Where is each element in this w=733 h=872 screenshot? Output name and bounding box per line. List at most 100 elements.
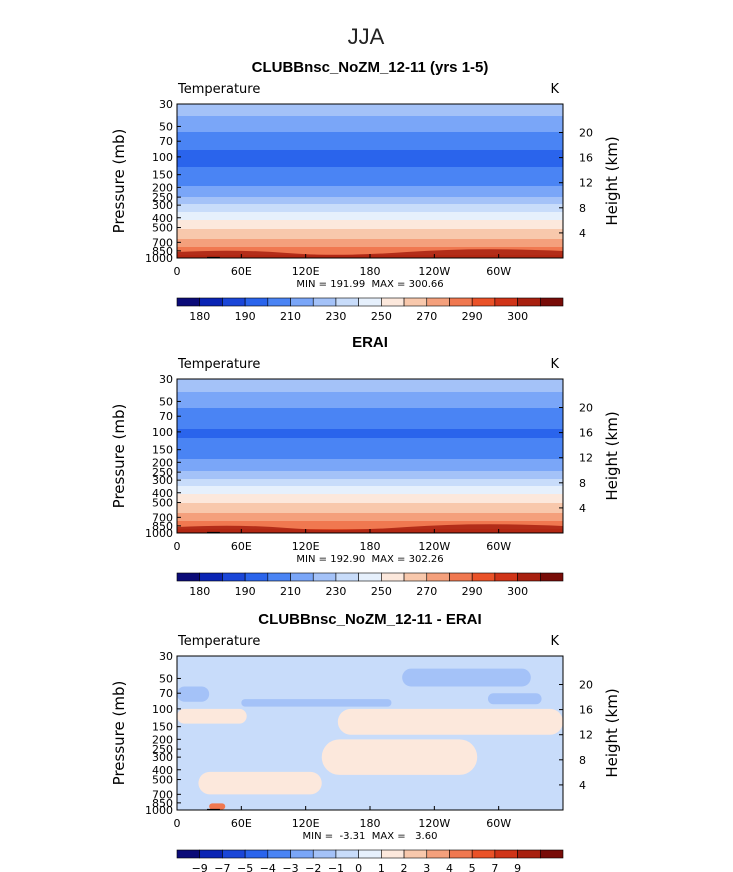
- y-tick-label: 250: [152, 743, 173, 756]
- y2-tick-label: 16: [579, 704, 593, 717]
- colorbar-box: [494, 297, 518, 307]
- x-tick-label: 60W: [486, 540, 511, 553]
- topography-mask: [207, 531, 220, 533]
- colorbar-label: 270: [416, 585, 437, 598]
- colorbar-box: [381, 572, 405, 582]
- colorbar-box: [199, 297, 223, 307]
- colorbar-box: [176, 572, 201, 582]
- contour-band: [177, 521, 563, 530]
- y-tick-label: 400: [152, 212, 173, 225]
- y-tick-label: 150: [152, 444, 173, 457]
- y-tick-label: 500: [152, 497, 173, 510]
- contour-region: [241, 699, 392, 707]
- panel-model: CLUBBnsc_NoZM_12-11 (yrs 1-5) Temperature…: [110, 59, 621, 323]
- contour-band: [177, 503, 563, 514]
- contour-region: [487, 693, 542, 705]
- y-tick-label: 70: [159, 135, 173, 148]
- colorbar-label: 2: [401, 862, 408, 872]
- y-tick-label: 500: [152, 774, 173, 787]
- contour-band: [177, 408, 563, 430]
- y-tick-label: 70: [159, 410, 173, 423]
- colorbar-box: [335, 849, 359, 859]
- colorbar-box: [312, 572, 337, 582]
- colorbar-label: 7: [491, 862, 498, 872]
- y2-tick-label: 20: [579, 127, 593, 140]
- contour-band: [177, 116, 563, 133]
- y-tick-label: 850: [152, 797, 173, 810]
- colorbar-box: [358, 297, 382, 307]
- y-axis-label: Pressure (mb): [110, 129, 128, 234]
- x-tick-label: 60W: [486, 265, 511, 278]
- contour-region: [321, 739, 478, 775]
- colorbar-box: [449, 849, 473, 859]
- colorbar-box: [539, 849, 564, 859]
- contour-band: [177, 167, 563, 187]
- colorbar-label: −1: [328, 862, 344, 872]
- colorbar-box: [312, 297, 337, 307]
- topography-mask: [207, 256, 220, 258]
- x-tick-label: 180: [360, 540, 381, 553]
- colorbar-box: [471, 572, 496, 582]
- contour-band: [177, 459, 563, 472]
- colorbar-box: [517, 572, 541, 582]
- y-tick-label: 100: [152, 426, 173, 439]
- x-tick-label: 0: [174, 265, 181, 278]
- y-tick-label: 30: [159, 650, 173, 663]
- surface-warm-layer: [177, 524, 563, 533]
- colorbar-label: 230: [325, 585, 346, 598]
- colorbar-box: [403, 297, 428, 307]
- contour-band: [177, 479, 563, 487]
- colorbar-box: [222, 572, 246, 582]
- contour-band: [177, 229, 563, 240]
- y2-tick-label: 4: [579, 502, 586, 515]
- season-title: JJA: [348, 24, 385, 49]
- y-tick-label: 850: [152, 245, 173, 258]
- contour-band: [177, 204, 563, 213]
- y-tick-label: 400: [152, 487, 173, 500]
- y-tick-label: 100: [152, 151, 173, 164]
- colorbar-box: [426, 572, 450, 582]
- units-label: K: [550, 82, 559, 97]
- x-tick-label: 180: [360, 817, 381, 830]
- y-tick-label: 700: [152, 788, 173, 801]
- colorbar-label: −2: [305, 862, 321, 872]
- variable-label: Temperature: [177, 82, 260, 97]
- contour-band: [177, 471, 563, 480]
- colorbar-label: −7: [214, 862, 230, 872]
- y-tick-label: 400: [152, 764, 173, 777]
- y-tick-label: 50: [159, 672, 173, 685]
- panel-title: CLUBBnsc_NoZM_12-11 (yrs 1-5): [252, 59, 489, 76]
- colorbar-box: [539, 572, 564, 582]
- y-tick-label: 700: [152, 236, 173, 249]
- colorbar-label: 210: [280, 310, 301, 323]
- contour-band: [177, 392, 563, 409]
- colorbar-box: [517, 297, 541, 307]
- y-tick-label: 1000: [145, 527, 173, 540]
- contour-region: [402, 668, 531, 687]
- colorbar-box: [539, 297, 564, 307]
- colorbar-box: [222, 297, 246, 307]
- contour-band: [177, 197, 563, 205]
- min-max-stats: MIN = 192.90 MAX = 302.26: [296, 554, 443, 565]
- colorbar-box: [267, 297, 291, 307]
- colorbar-label: 300: [507, 310, 528, 323]
- colorbar-box: [381, 297, 405, 307]
- y-tick-label: 500: [152, 222, 173, 235]
- contour-band: [177, 220, 563, 230]
- colorbar-label: 270: [416, 310, 437, 323]
- contour-band: [177, 379, 563, 393]
- x-tick-label: 120E: [292, 817, 320, 830]
- colorbar-label: 210: [280, 585, 301, 598]
- colorbar-box: [403, 849, 428, 859]
- colorbar-label: 180: [189, 310, 210, 323]
- colorbar-box: [358, 849, 382, 859]
- variable-label: Temperature: [177, 357, 260, 372]
- colorbar-label: 3: [423, 862, 430, 872]
- colorbar-box: [517, 849, 541, 859]
- y2-axis-label: Height (km): [603, 688, 621, 777]
- y-tick-label: 700: [152, 511, 173, 524]
- colorbar-box: [176, 297, 201, 307]
- y-tick-label: 150: [152, 169, 173, 182]
- colorbar-box: [335, 297, 359, 307]
